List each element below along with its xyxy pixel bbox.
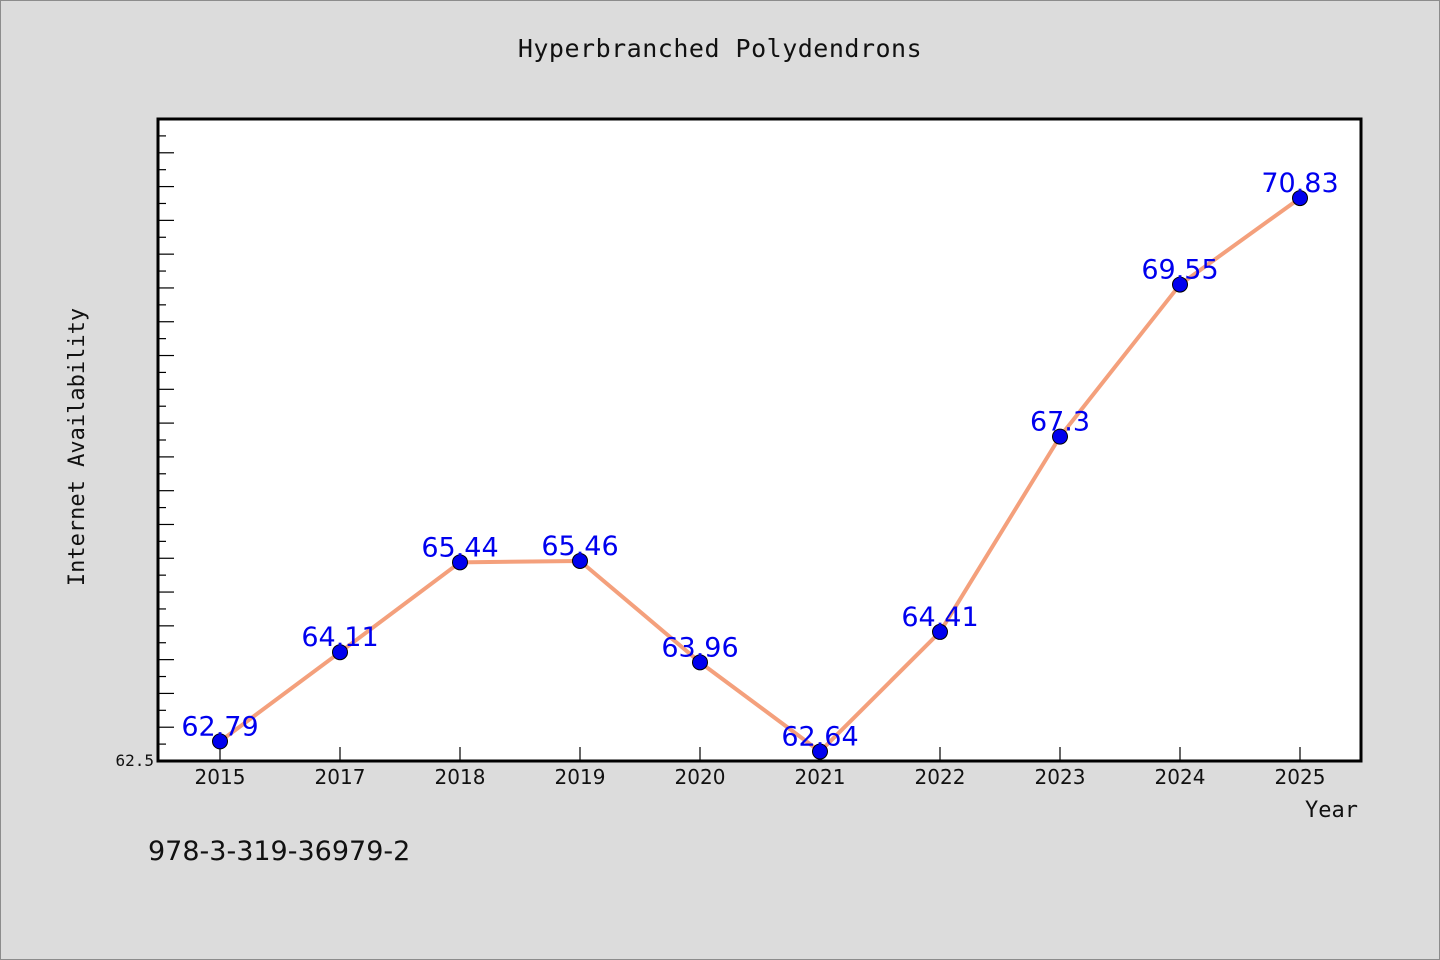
y-tick-label: 62.5 <box>115 751 154 770</box>
data-label: 63.96 <box>661 632 738 663</box>
x-tick-label: 2024 <box>1155 765 1206 789</box>
x-axis-ticks: 2015 2017 2018 2019 2020 2021 2022 2023 2024 2025 <box>195 747 1326 789</box>
plot-area <box>156 117 1363 763</box>
data-labels: 62.79 64.11 65.44 65.46 63.96 62.64 64.41 67.3 6… <box>181 168 1338 752</box>
y-axis-label: Internet Availability <box>65 308 90 586</box>
data-point <box>812 743 828 760</box>
data-point <box>572 552 588 569</box>
x-tick-label: 2015 <box>195 765 246 789</box>
data-point <box>1052 428 1068 445</box>
data-label: 67.3 <box>1030 407 1090 438</box>
y-axis-tick-labels: 62.5 <box>115 751 154 770</box>
x-axis-label: Year <box>1305 798 1358 823</box>
chart-title: Hyperbranched Polydendrons <box>517 34 923 63</box>
data-label: 64.11 <box>301 622 378 653</box>
data-point <box>212 733 228 750</box>
data-label: 62.79 <box>181 711 258 742</box>
x-tick-label: 2018 <box>435 765 486 789</box>
series-line <box>218 196 1302 754</box>
x-tick-label: 2017 <box>315 765 366 789</box>
x-tick-label: 2019 <box>555 765 606 789</box>
data-point <box>1172 276 1188 293</box>
data-label: 69.55 <box>1141 255 1218 286</box>
data-point <box>932 623 948 640</box>
data-label: 70.83 <box>1261 168 1338 199</box>
x-tick-label: 2023 <box>1035 765 1086 789</box>
data-point <box>452 554 468 571</box>
data-label: 62.64 <box>781 722 858 753</box>
data-point <box>332 644 348 661</box>
data-label: 65.46 <box>541 531 618 562</box>
footer-code: 978-3-319-36979-2 <box>148 836 411 867</box>
data-markers <box>212 190 1308 760</box>
data-point <box>692 654 708 671</box>
x-tick-label: 2021 <box>795 765 846 789</box>
y-axis-ticks <box>158 118 174 762</box>
x-tick-label: 2020 <box>675 765 726 789</box>
data-point <box>1292 190 1308 207</box>
x-tick-label: 2022 <box>915 765 966 789</box>
data-label: 65.44 <box>421 532 498 563</box>
data-label: 64.41 <box>901 602 978 633</box>
x-tick-label: 2025 <box>1275 765 1326 789</box>
